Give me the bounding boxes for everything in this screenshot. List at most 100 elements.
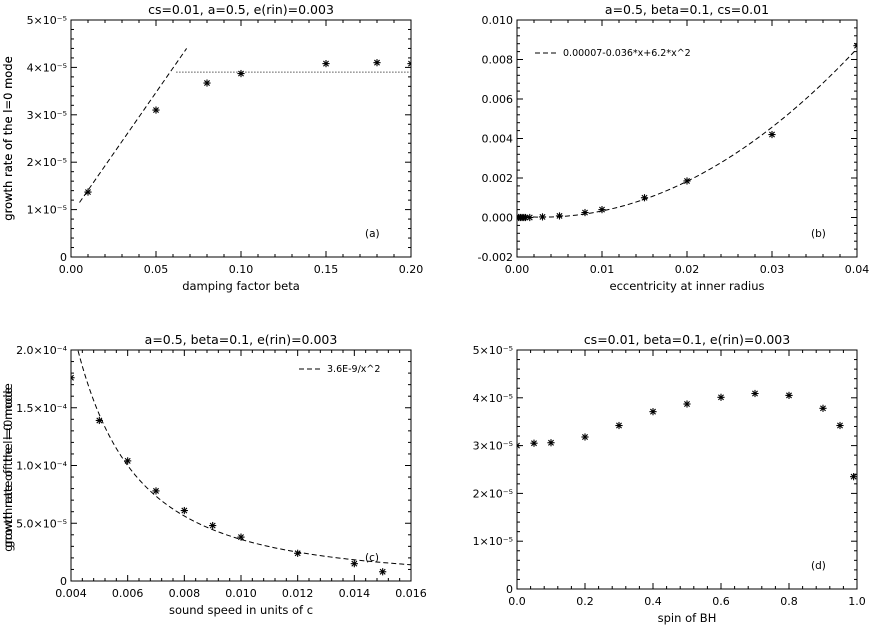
marker-stroke [786,392,792,399]
y-tick-label: 0 [506,583,513,596]
plot-area [517,42,857,222]
marker-stroke [769,131,775,138]
x-tick-label: 0.00 [59,263,84,276]
legend: 0.00007-0.036*x+6.2*x^2 [535,48,691,59]
data-point [683,177,691,185]
data-point [717,393,725,401]
chart-title: cs=0.01, a=0.5, e(rin)=0.003 [148,2,334,17]
marker-stroke [153,487,159,494]
marker-stroke [837,422,843,429]
data-point [124,457,132,465]
marker-stroke [616,422,622,429]
marker-stroke [850,473,857,480]
legend-label: 0.00007-0.036*x+6.2*x^2 [563,48,691,59]
panel-a: cs=0.01, a=0.5, e(rin)=0.003 0.00 0.05 0.10… [1,2,423,293]
x-tick-label: 0.02 [675,263,700,276]
data-point [785,391,793,400]
marker-stroke [599,206,605,213]
panel-label: (d) [811,560,826,572]
x-axis-label: eccentricity at inner radius [610,279,765,293]
x-tick-label: 0.10 [229,263,254,276]
y-tick-label: 5×10⁻⁵ [27,14,67,27]
data-point [152,487,160,495]
marker-stroke [96,417,103,424]
x-tick-label: 1.0 [848,595,866,608]
marker-stroke [752,390,758,397]
data-point [203,79,211,87]
data-point [71,374,75,382]
x-tick-label: 0.05 [144,263,169,276]
y-tick-label: 0 [60,575,67,588]
x-axis-label: spin of BH [658,611,717,625]
marker-stroke [684,401,690,407]
data-point [350,560,358,568]
y-tick-label: 1×10⁻⁵ [473,535,513,548]
y-tick-label: 4×10⁻⁵ [473,392,513,405]
marker-stroke [522,214,529,221]
marker-stroke [181,507,188,514]
y-tick-label: 3×10⁻⁵ [473,440,513,453]
marker-stroke [517,444,520,449]
marker-stroke [854,42,857,47]
x-tick-label: 0.03 [760,263,785,276]
plot-frame [70,349,412,582]
data-point [853,42,857,50]
marker-stroke [238,534,244,541]
y-axis-label: growth rate of the l=0 mode [1,383,15,547]
x-tick-label: 0.014 [339,587,371,600]
data-point [526,213,534,222]
x-tick-label: 0.012 [282,587,314,600]
panel-d: cs=0.01, beta=0.1, e(rin)=0.003 0.0 0.2 0.4… [1,332,866,625]
y-tick-label: 1×10⁻⁵ [27,204,67,217]
y-tick-label: 2×10⁻⁵ [473,487,513,500]
marker-stroke [684,177,690,184]
y-axis-label: growth rate of the l=0 mode [1,387,15,551]
data-point [836,421,844,430]
x-tick-label: 0.00 [505,263,530,276]
x-tick-label: 0.8 [780,595,798,608]
x-tick-label: 0.008 [169,587,201,600]
y-tick-label: 1.0×10⁻⁴ [16,460,68,473]
data-point [581,433,589,441]
marker-stroke [539,213,546,220]
x-tick-label: 0.004 [55,587,87,600]
marker-stroke [374,59,380,66]
plot-area [517,389,857,481]
y-tick-label: 5×10⁻⁵ [473,344,513,357]
plot-area [71,350,411,576]
data-point [581,208,589,217]
marker-stroke [517,442,520,447]
x-tick-label: 0.006 [112,587,144,600]
x-axis-label: damping factor beta [182,279,300,293]
y-tick-label: 5.0×10⁻⁵ [16,517,67,530]
chart-title: cs=0.01, beta=0.1, e(rin)=0.003 [584,332,790,347]
data-point [152,106,160,114]
y-tick-label: -0.002 [478,251,513,264]
panel-c: a=0.5, beta=0.1, e(rin)=0.003 0.004 0.006 0… [1,332,427,617]
marker-stroke [854,44,857,49]
y-tick-label: 0 [60,251,67,264]
marker-stroke [351,560,358,567]
x-axis-label: sound speed in units of c [169,603,313,617]
chart-title: a=0.5, beta=0.1, e(rin)=0.003 [145,332,338,347]
data-point [237,533,245,541]
marker-stroke [85,189,91,196]
x-tick-label: 0.010 [225,587,257,600]
y-axis-label: growth rate of the l=0 mode [1,56,15,220]
panel-label: (c) [365,552,379,564]
marker-stroke [124,457,131,464]
marker-stroke [408,62,411,67]
plot-area [79,48,411,203]
data-point [768,130,776,139]
y-axis-label: growth rate of the l=0 mode [1,56,15,220]
x-tick-label: 0.01 [590,263,615,276]
y-tick-label: 0.010 [482,14,514,27]
x-tick-label: 0.0 [508,595,526,608]
marker-stroke [582,209,588,216]
marker-stroke [323,60,329,67]
data-point [373,59,381,67]
marker-stroke [238,70,244,77]
y-tick-label: 0.008 [482,54,514,67]
marker-stroke [556,212,563,219]
y-tick-label: 3×10⁻⁵ [27,109,67,122]
